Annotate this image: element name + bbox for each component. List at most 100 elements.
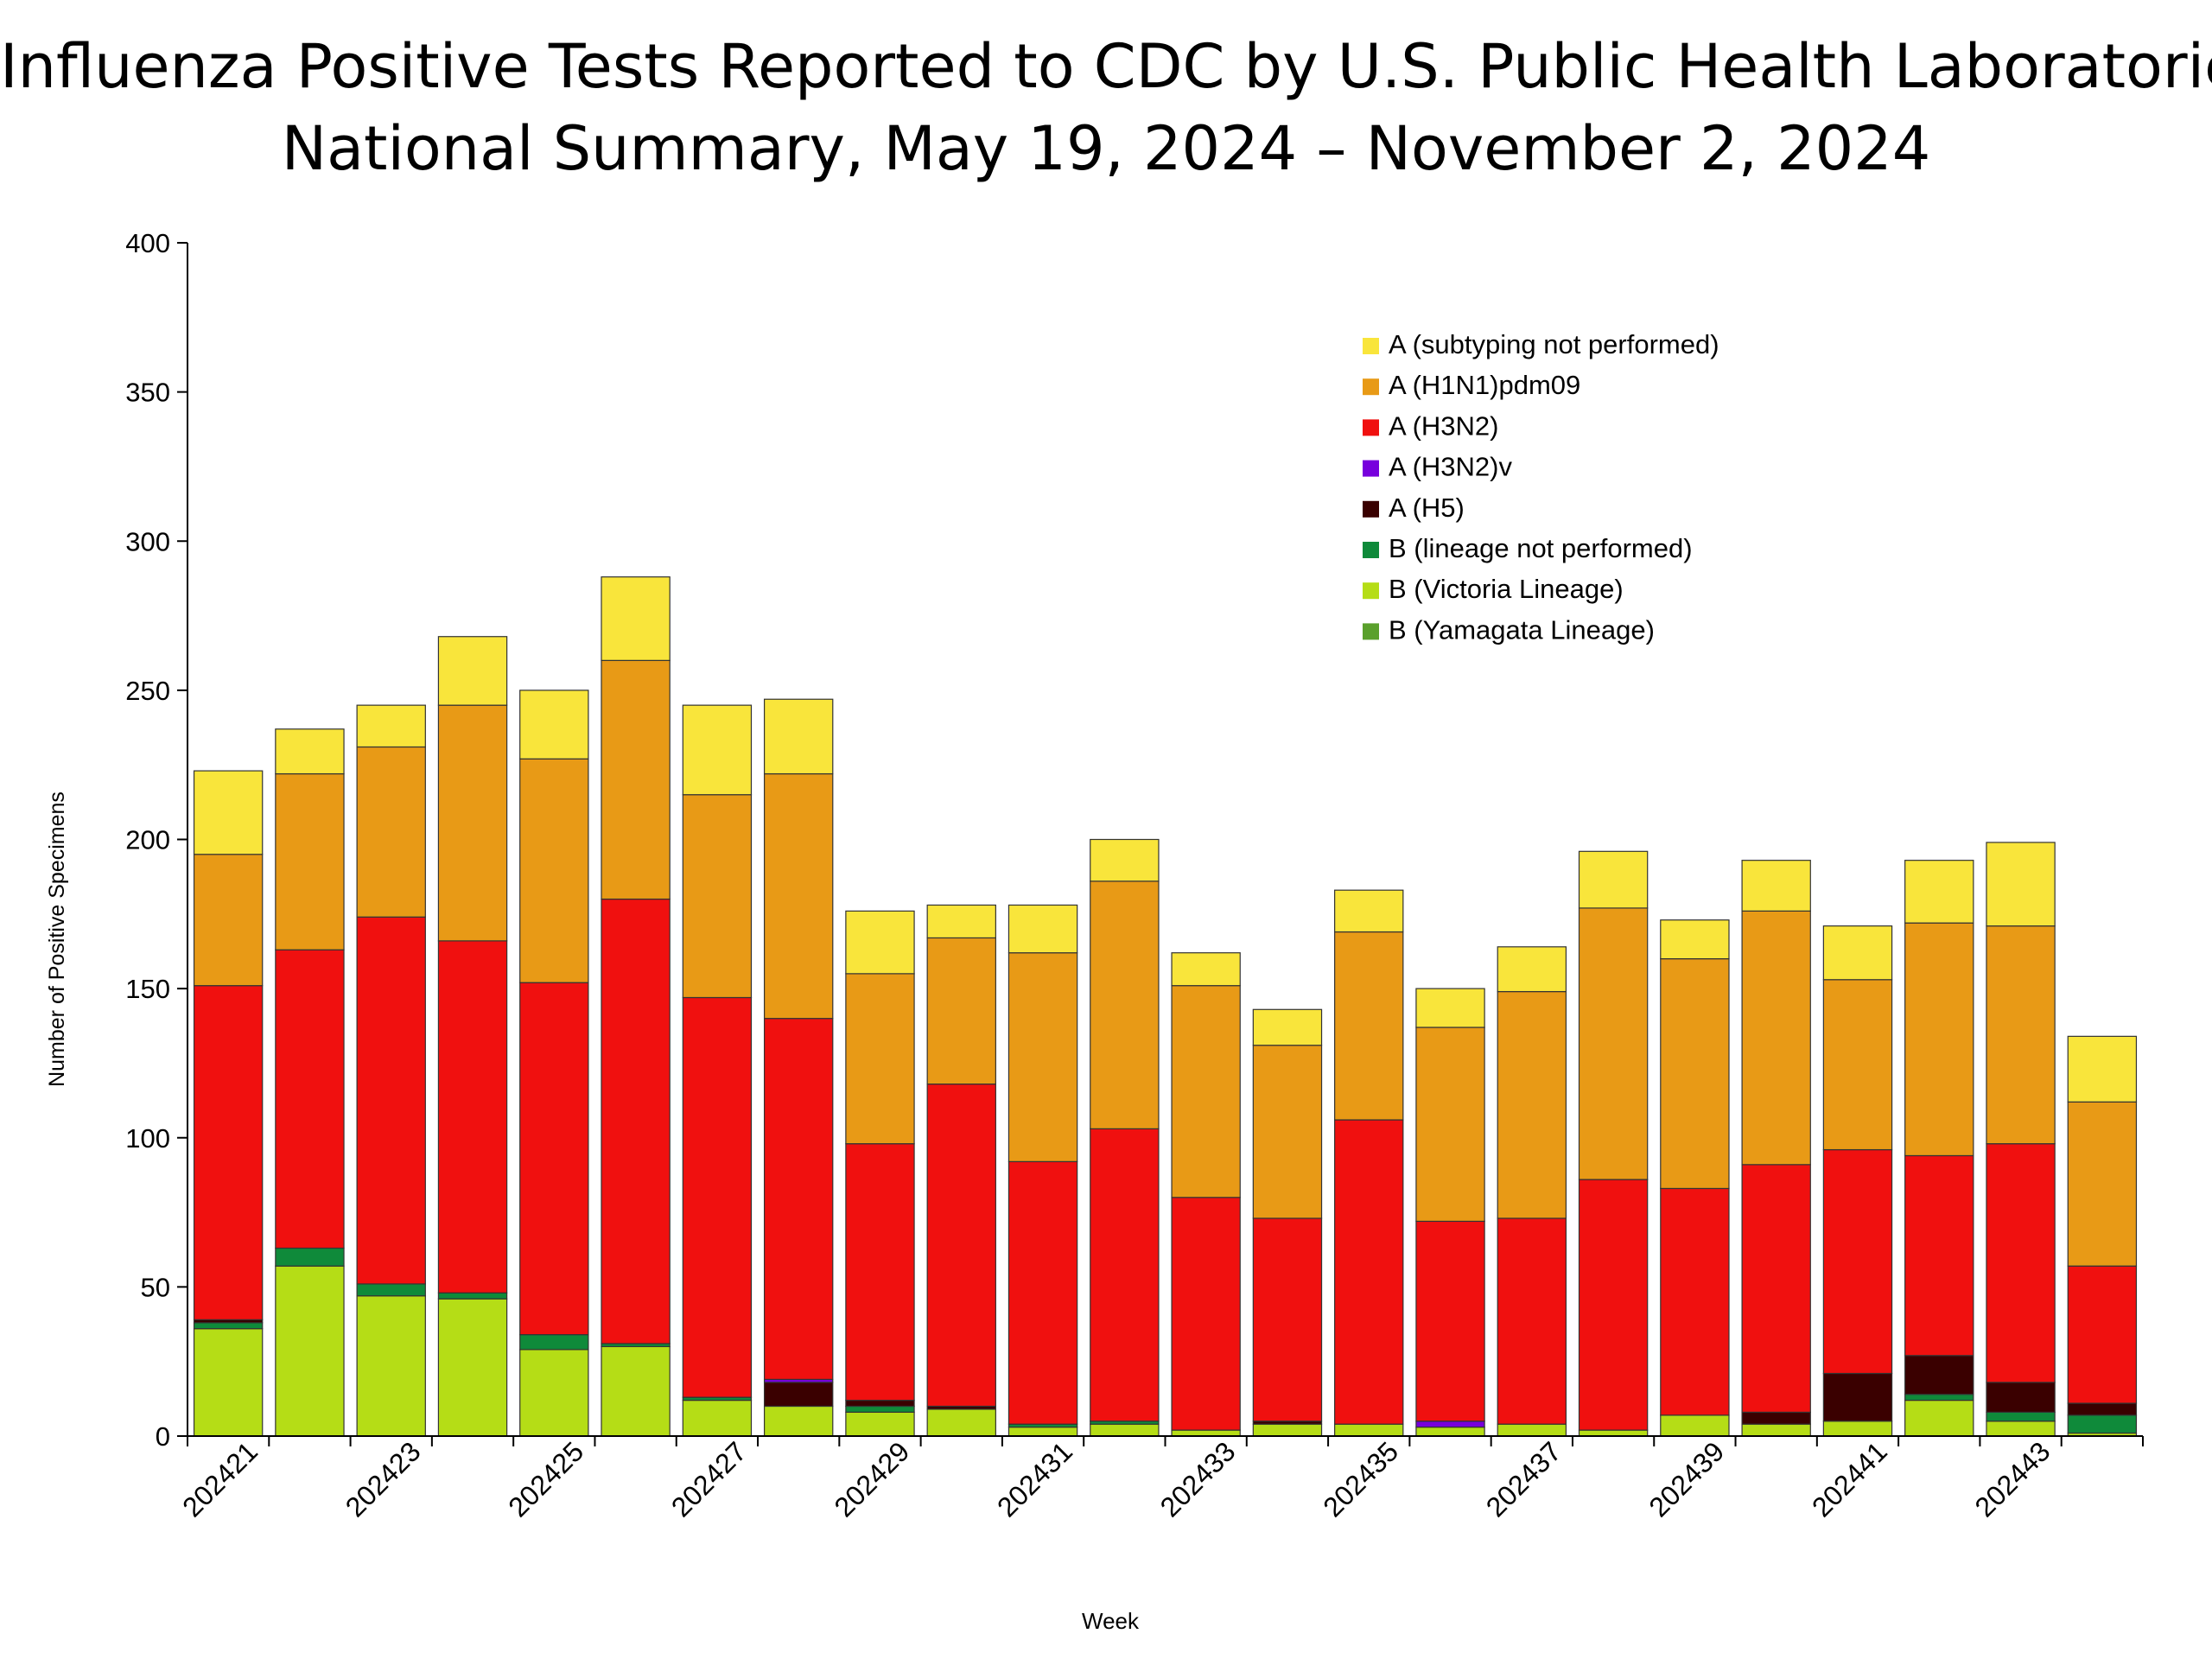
bar-segment xyxy=(193,985,264,1320)
bar-segment xyxy=(437,1292,508,1300)
bar-segment xyxy=(845,1405,915,1413)
bar-segment xyxy=(926,1084,996,1408)
bar-segment xyxy=(519,758,589,983)
bar-segment xyxy=(2067,1101,2138,1267)
legend-swatch xyxy=(1363,623,1379,640)
bar-segment xyxy=(1741,910,1811,1166)
x-tick-label: 202421 xyxy=(176,1435,264,1522)
legend-label: B (lineage not performed) xyxy=(1389,533,1693,563)
bar-segment xyxy=(1904,1399,1974,1437)
bar-segment xyxy=(763,772,834,1020)
bar-segment xyxy=(1578,1429,1649,1437)
bar-segment xyxy=(601,659,671,900)
bar-segment xyxy=(1741,1411,1811,1425)
bar-segment xyxy=(356,916,426,1285)
bar-segment xyxy=(1822,1421,1893,1437)
bar-segment xyxy=(763,1382,834,1408)
chart-title: Influenza Positive Tests Reported to CDC… xyxy=(0,31,2212,102)
bar-segment xyxy=(356,1295,426,1437)
bar-segment xyxy=(845,973,915,1145)
bar-segment xyxy=(1904,1394,1974,1402)
y-tick-label: 250 xyxy=(125,676,170,706)
bar-segment xyxy=(2067,1414,2138,1434)
bar-segment xyxy=(1497,946,1567,993)
bar-segment xyxy=(1415,1427,1485,1437)
y-tick-label: 50 xyxy=(141,1272,170,1302)
bar-segment xyxy=(1822,1148,1893,1375)
bar-segment xyxy=(682,704,753,796)
bar-segment xyxy=(1252,1008,1323,1046)
bar-segment xyxy=(437,704,508,942)
bar-segment xyxy=(193,854,264,987)
bar-segment xyxy=(1904,860,1974,924)
bar-segment xyxy=(1741,1164,1811,1413)
bar-segment xyxy=(2067,1035,2138,1103)
bar-segment xyxy=(1660,1414,1730,1437)
bar-segment xyxy=(1986,1411,2056,1422)
chart-subtitle: National Summary, May 19, 2024 – Novembe… xyxy=(281,113,1931,184)
y-tick-label: 200 xyxy=(125,825,170,855)
bar-segment xyxy=(1986,842,2056,927)
bar-segment xyxy=(1252,1423,1323,1437)
bar-segment xyxy=(1171,1429,1241,1437)
bar-segment xyxy=(682,996,753,1398)
bar-segment xyxy=(1497,1217,1567,1425)
bar-segment xyxy=(926,904,996,939)
bar-segment xyxy=(1578,850,1649,909)
legend-swatch xyxy=(1363,582,1379,600)
legend-label: A (subtyping not performed) xyxy=(1389,329,1719,359)
bar-segment xyxy=(1171,1197,1241,1431)
legend-label: B (Yamagata Lineage) xyxy=(1389,614,1655,645)
bar-segment xyxy=(1252,1217,1323,1422)
legend-label: A (H5) xyxy=(1389,493,1465,523)
x-tick-label: 202441 xyxy=(1806,1435,1893,1522)
bar-segment xyxy=(356,704,426,748)
bar-segment xyxy=(1090,1128,1160,1422)
bar-segment xyxy=(1986,1143,2056,1383)
bar-segment xyxy=(926,1408,996,1437)
bar-segment xyxy=(2067,1265,2138,1404)
x-tick-label: 202443 xyxy=(1969,1435,2056,1522)
bar-segment xyxy=(1334,889,1404,933)
bar-segment xyxy=(1090,880,1160,1129)
bar-segment xyxy=(1497,990,1567,1219)
y-tick-label: 300 xyxy=(125,526,170,556)
bar-segment xyxy=(601,1345,671,1437)
y-tick-label: 0 xyxy=(156,1421,170,1452)
bar-segment xyxy=(845,1411,915,1437)
bar-segment xyxy=(1741,860,1811,912)
bar-segment xyxy=(437,1298,508,1437)
y-tick-label: 150 xyxy=(125,974,170,1004)
y-tick-label: 400 xyxy=(125,228,170,258)
bar-segment xyxy=(437,636,508,706)
bar-segment xyxy=(1171,952,1241,987)
legend-swatch xyxy=(1363,338,1379,354)
bar-segment xyxy=(601,576,671,661)
bar-segment xyxy=(1904,922,1974,1157)
bar-segment xyxy=(763,1405,834,1437)
bar-segment xyxy=(1822,979,1893,1151)
bar-segment xyxy=(763,1018,834,1381)
bar-segment xyxy=(519,690,589,760)
bar-segment xyxy=(275,1247,345,1267)
bar-segment xyxy=(1497,1423,1567,1437)
bar-segment xyxy=(1007,952,1078,1162)
bar-segment xyxy=(437,940,508,1294)
bar-segment xyxy=(1090,838,1160,882)
bar-segment xyxy=(193,1328,264,1437)
bar-segment xyxy=(601,898,671,1344)
bar-segment xyxy=(519,1349,589,1437)
bar-segment xyxy=(275,1265,345,1437)
bar-segment xyxy=(1007,904,1078,954)
bar-segment xyxy=(1415,1027,1485,1223)
bar-segment xyxy=(1578,1179,1649,1431)
x-tick-label: 202429 xyxy=(828,1435,915,1522)
bar-segment xyxy=(1007,1427,1078,1437)
legend-label: A (H1N1)pdm09 xyxy=(1389,370,1580,400)
bar-segment xyxy=(193,770,264,855)
y-axis-label: Number of Positive Specimens xyxy=(45,791,69,1087)
bar-segment xyxy=(1660,957,1730,1190)
bar-segment xyxy=(1415,1421,1485,1428)
bar-segment xyxy=(1660,1187,1730,1416)
